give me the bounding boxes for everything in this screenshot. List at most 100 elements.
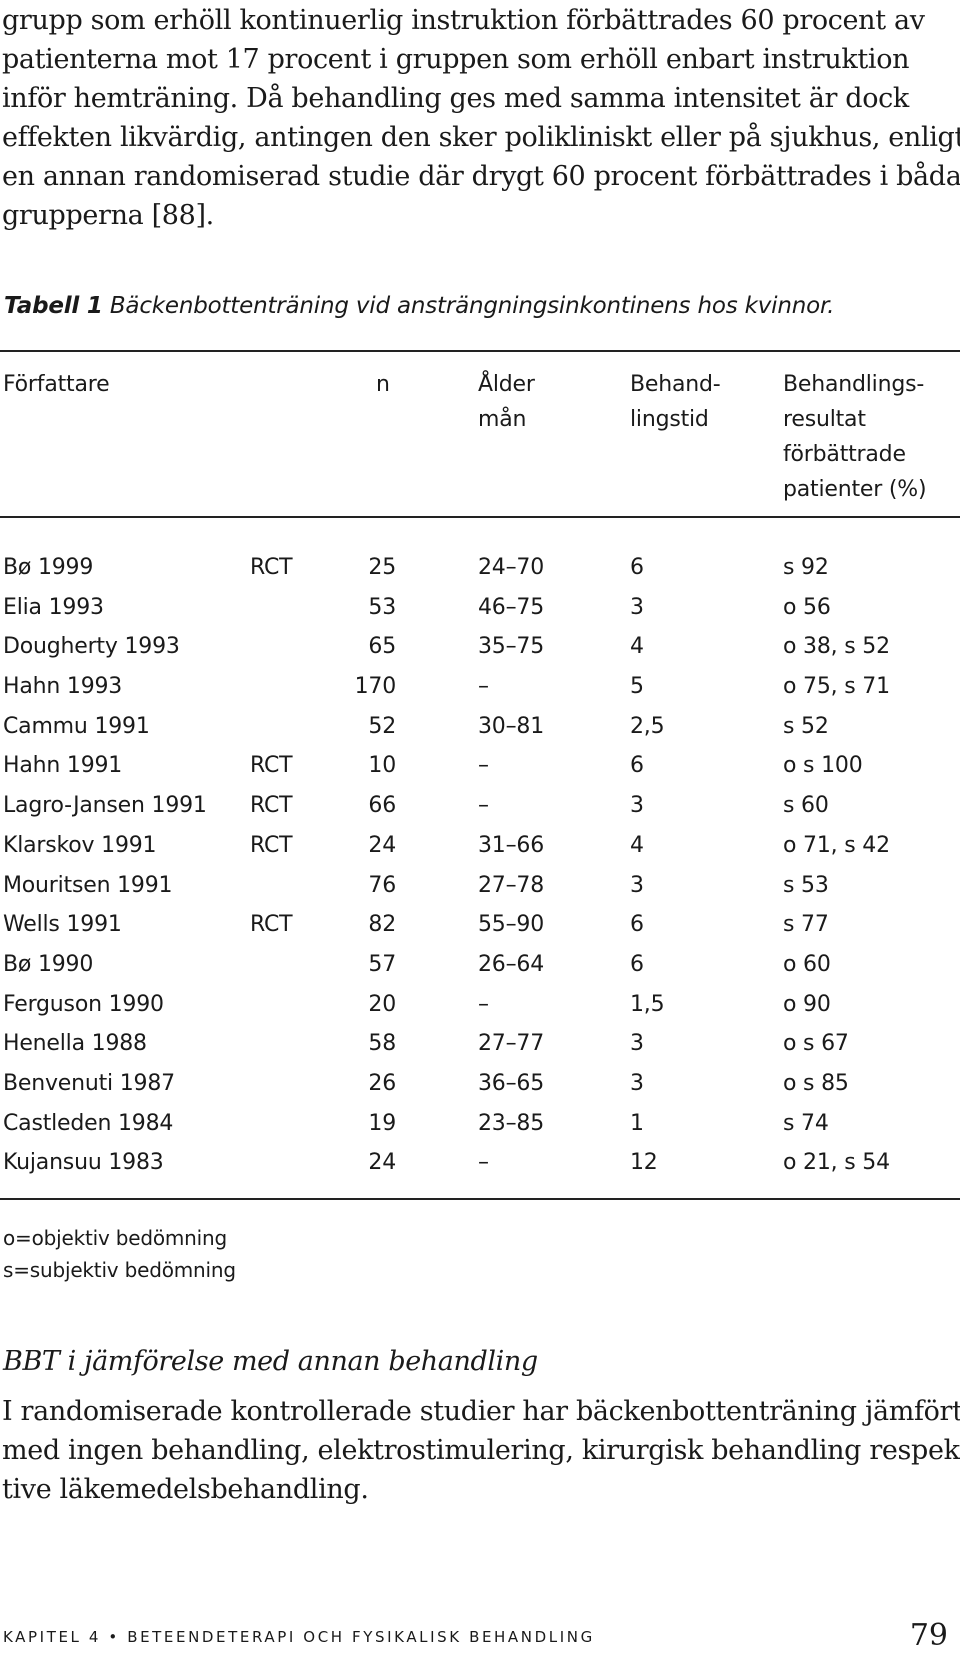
- cell-duration: 1: [630, 1110, 644, 1136]
- cell-author: Bø 1999: [3, 555, 94, 580]
- cell-duration: 4: [630, 832, 644, 858]
- header-result: Behandlings-resultat förbättrade patienter…: [783, 367, 927, 507]
- table-row: Dougherty 1993 65 35–75 4 o 38, s 52: [0, 631, 960, 671]
- cell-age: 36–65: [478, 1070, 544, 1096]
- cell-age: 27–77: [478, 1031, 544, 1057]
- cell-age: 23–85: [478, 1110, 544, 1136]
- table-body: Bø 1999 RCT 25 24–70 6 s 92 Elia 1993 5 3 46–75 3 o…: [0, 552, 960, 1187]
- header-age: Ålder mån: [478, 367, 535, 437]
- table-caption-label: Tabell 1: [4, 293, 103, 319]
- section-heading: BBT i jämförelse med annan behandling: [3, 1346, 538, 1377]
- cell-duration: 3: [630, 793, 644, 819]
- running-footer: KAPITEL 4 • BETEENDETERAPI OCH FYSIKALIS…: [3, 1628, 595, 1646]
- cell-result: s 92: [783, 555, 829, 580]
- header-n: n: [376, 367, 390, 402]
- cell-duration: 12: [630, 1150, 658, 1176]
- cell-n: 52: [368, 713, 396, 739]
- cell-duration: 5: [630, 674, 644, 700]
- cell-age: 30–81: [478, 713, 544, 739]
- cell-age: 55–90: [478, 912, 544, 938]
- cell-age: –: [478, 793, 489, 819]
- cell-result: o s 85: [783, 1070, 849, 1096]
- intro-line: en annan randomiserad studie där drygt 6…: [2, 161, 960, 192]
- header-duration-line: lingstid: [630, 407, 709, 432]
- table-row: Cammu 1991 52 30–81 2,5 s 52: [0, 711, 960, 751]
- cell-author: Ferguson 1990: [3, 991, 164, 1017]
- cell-age: 35–75: [478, 634, 544, 660]
- table-row: Bø 1990 57 26–64 6 o 60: [0, 949, 960, 989]
- cell-author: Castleden 1984: [3, 1110, 174, 1136]
- header-duration: Behand-lingstid: [630, 367, 721, 437]
- cell-age: 26–64: [478, 951, 544, 977]
- intro-line: inför hemträning. Då behandling ges med …: [2, 83, 909, 114]
- cell-age: 27–78: [478, 872, 544, 898]
- note-line: s=subjektiv bedömning: [3, 1258, 236, 1282]
- header-age-line: Ålder: [478, 372, 535, 397]
- table-top-rule: [0, 350, 960, 352]
- cell-duration: 3: [630, 594, 644, 620]
- cell-duration: 4: [630, 634, 644, 660]
- table-notes: o=objektiv bedömning s=subjektiv bedömnin…: [3, 1222, 236, 1286]
- table-row: Hahn 1991 RCT 10 – 6 o s 100: [0, 750, 960, 790]
- table-row: Henella 1988 58 27–77 3 o s 67: [0, 1028, 960, 1068]
- cell-age: 46–75: [478, 594, 544, 620]
- cell-result: s 53: [783, 872, 829, 898]
- body-paragraph-comparison: I randomiserade kontrollerade studier ha…: [2, 1392, 960, 1509]
- cell-result: s 74: [783, 1110, 829, 1136]
- cell-duration: 3: [630, 1070, 644, 1096]
- cell-n: 76: [368, 872, 396, 898]
- comparison-line: tive läkemedelsbehandling.: [2, 1474, 369, 1505]
- body-paragraph-intro: grupp som erhöll kontinuerlig instruktio…: [2, 1, 960, 235]
- header-n-line: n: [376, 372, 390, 397]
- table-caption: Tabell 1 Bäckenbottenträning vid ansträn…: [4, 293, 834, 319]
- table-row: Elia 1993 53 46–75 3 o 56: [0, 592, 960, 632]
- cell-author: Benvenuti 1987: [3, 1070, 175, 1096]
- cell-author: Hahn 1993: [3, 674, 123, 700]
- cell-author: Wells 1991: [3, 912, 122, 938]
- cell-age: –: [478, 674, 489, 700]
- intro-line: patienterna mot 17 procent i gruppen som…: [2, 44, 910, 75]
- cell-age: –: [478, 991, 489, 1017]
- note-line: o=objektiv bedömning: [3, 1226, 227, 1250]
- cell-result: o 60: [783, 951, 831, 977]
- cell-result: o 21, s 54: [783, 1150, 890, 1176]
- cell-duration: 6: [630, 912, 644, 938]
- intro-line: grupp som erhöll kontinuerlig instruktio…: [2, 5, 925, 36]
- table-row: Mouritsen 1991 76 27–78 3 s 53: [0, 870, 960, 910]
- cell-author: Henella 1988: [3, 1031, 147, 1057]
- table-row: Ferguson 1990 20 – 1,5 o 90: [0, 989, 960, 1029]
- header-result-line: patienter (%): [783, 477, 927, 502]
- cell-author: Bø 1990: [3, 951, 94, 977]
- table-row: Klarskov 1991 RCT 24 31–66 4 o 71, s 42: [0, 830, 960, 870]
- cell-n: 10: [368, 753, 396, 779]
- table-row: Castleden 1984 19 23–85 1 s 74: [0, 1108, 960, 1148]
- cell-result: o 90: [783, 991, 831, 1017]
- cell-age: 24–70: [478, 555, 544, 580]
- cell-author: Cammu 1991: [3, 713, 150, 739]
- cell-n: 66: [368, 793, 396, 819]
- cell-result: o 56: [783, 594, 831, 620]
- cell-author: Elia 1993: [3, 594, 104, 620]
- cell-duration: 6: [630, 753, 644, 779]
- table-row: Bø 1999 RCT 25 24–70 6 s 92: [0, 552, 960, 592]
- cell-design: RCT: [250, 753, 293, 779]
- cell-author: Lagro-Jansen 1991: [3, 793, 207, 819]
- header-author: Författare: [3, 367, 110, 402]
- cell-n: 24: [368, 832, 396, 858]
- cell-n: 170: [354, 674, 397, 700]
- cell-duration: 6: [630, 951, 644, 977]
- table-row: Kujansuu 1983 24 – 12 o 21, s 54: [0, 1147, 960, 1187]
- cell-author: Klarskov 1991: [3, 832, 157, 858]
- header-author-line: Författare: [3, 372, 110, 397]
- cell-result: o 75, s 71: [783, 674, 890, 700]
- cell-author: Kujansuu 1983: [3, 1150, 164, 1176]
- cell-n: 65: [368, 634, 396, 660]
- cell-age: 31–66: [478, 832, 544, 858]
- cell-author: Mouritsen 1991: [3, 872, 173, 898]
- cell-n: 19: [368, 1110, 396, 1136]
- cell-result: o 38, s 52: [783, 634, 890, 660]
- intro-line: grupperna [88].: [2, 200, 214, 231]
- cell-n: 26: [368, 1070, 396, 1096]
- table-header-rule: [0, 516, 960, 518]
- cell-design: RCT: [250, 832, 293, 858]
